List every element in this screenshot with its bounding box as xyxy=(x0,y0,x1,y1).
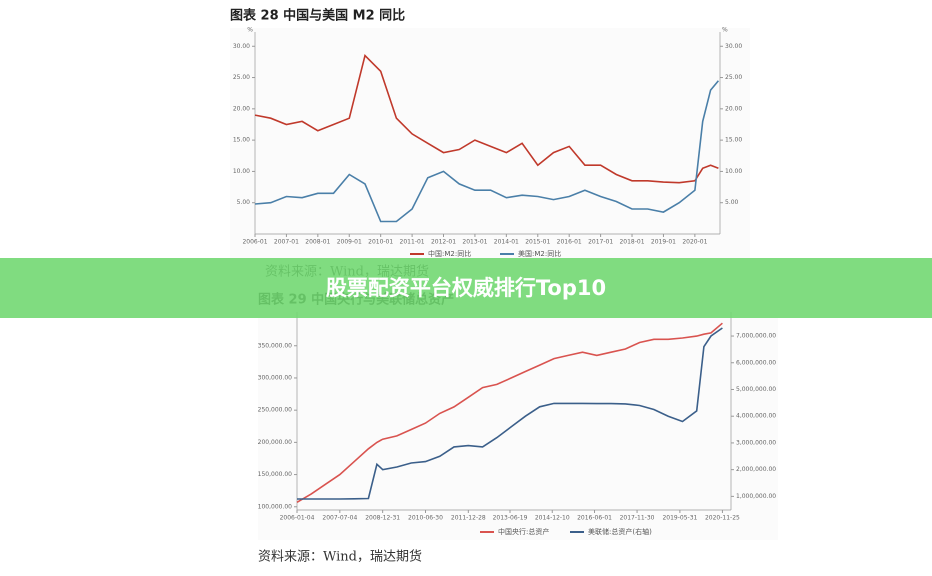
x-tick-label: 2006-01-04 xyxy=(280,515,315,522)
x-tick-label: 2019-05-31 xyxy=(662,515,697,522)
y-tick-label: 350,000.00 xyxy=(258,342,293,349)
y2-tick-label: 10.00 xyxy=(725,168,742,175)
x-tick-label: 2010-01 xyxy=(368,239,393,246)
series-line xyxy=(254,80,720,223)
x-tick-label: 2013-06-19 xyxy=(493,515,528,522)
y2-axis-label: % xyxy=(722,27,728,34)
legend-label: 美联储:总资产(右轴) xyxy=(588,527,652,536)
x-tick-label: 2011-01 xyxy=(400,239,425,246)
x-tick-label: 2007-07-04 xyxy=(322,515,357,522)
y-axis-label: % xyxy=(247,27,253,34)
x-tick-label: 2014-01 xyxy=(494,239,519,246)
y2-tick-label: 6,000,000.00 xyxy=(736,359,776,366)
banner xyxy=(0,258,932,318)
y-tick-label: 100,000.00 xyxy=(258,503,293,510)
x-tick-label: 2020-01 xyxy=(682,239,707,246)
y-tick-label: 250,000.00 xyxy=(258,407,293,414)
chart-title: 图表 28 中国与美国 M2 同比 xyxy=(230,8,405,24)
y-tick-label: 25.00 xyxy=(233,74,250,81)
series-line xyxy=(254,54,719,184)
x-tick-label: 2007-01 xyxy=(274,239,299,246)
x-tick-label: 2018-01 xyxy=(619,239,644,246)
y2-tick-label: 7,000,000.00 xyxy=(736,333,776,340)
y-tick-label: 300,000.00 xyxy=(258,374,293,381)
y-tick-label: 10.00 xyxy=(233,168,250,175)
chart-panel xyxy=(258,312,778,540)
y2-tick-label: 15.00 xyxy=(725,137,742,144)
y-tick-label: 150,000.00 xyxy=(258,471,293,478)
y-tick-label: 200,000.00 xyxy=(258,439,293,446)
y2-tick-label: 3,000,000.00 xyxy=(736,439,776,446)
banner-text: 股票配资平台权威排行Top10 xyxy=(326,276,606,300)
x-tick-label: 2015-01 xyxy=(525,239,550,246)
x-tick-label: 2017-01 xyxy=(588,239,613,246)
y-tick-label: 30.00 xyxy=(233,43,250,50)
y2-tick-label: 2,000,000.00 xyxy=(736,466,776,473)
y-tick-label: 15.00 xyxy=(233,137,250,144)
x-tick-label: 2011-12-28 xyxy=(451,515,486,522)
series-line xyxy=(297,327,723,500)
x-tick-label: 2014-12-10 xyxy=(535,515,570,522)
x-tick-label: 2016-06-01 xyxy=(577,515,612,522)
x-tick-label: 2012-01 xyxy=(431,239,456,246)
y2-tick-label: 1,000,000.00 xyxy=(736,493,776,500)
x-tick-label: 2016-01 xyxy=(557,239,582,246)
y2-tick-label: 5,000,000.00 xyxy=(736,386,776,393)
y2-tick-label: 25.00 xyxy=(725,74,742,81)
x-tick-label: 2020-11-25 xyxy=(705,515,740,522)
y-tick-label: 5.00 xyxy=(237,199,251,206)
series-line xyxy=(296,322,723,503)
legend-label: 中国央行:总资产 xyxy=(498,527,549,536)
y2-tick-label: 5.00 xyxy=(725,199,739,206)
x-tick-label: 2010-06-30 xyxy=(408,515,443,522)
y2-tick-label: 20.00 xyxy=(725,105,742,112)
source-note: 资料来源：Wind，瑞达期货 xyxy=(258,549,422,565)
legend-label: 中国:M2:同比 xyxy=(428,249,471,258)
x-tick-label: 2019-01 xyxy=(651,239,676,246)
y-tick-label: 20.00 xyxy=(233,105,250,112)
x-tick-label: 2009-01 xyxy=(337,239,362,246)
x-tick-label: 2006-01 xyxy=(242,239,267,246)
y2-tick-label: 4,000,000.00 xyxy=(736,413,776,420)
x-tick-label: 2013-01 xyxy=(462,239,487,246)
x-tick-label: 2017-11-30 xyxy=(620,515,655,522)
x-tick-label: 2008-12-31 xyxy=(365,515,400,522)
chart-panel xyxy=(230,28,750,260)
legend-label: 美国:M2:同比 xyxy=(518,249,561,258)
x-tick-label: 2008-01 xyxy=(305,239,330,246)
y2-tick-label: 30.00 xyxy=(725,43,742,50)
